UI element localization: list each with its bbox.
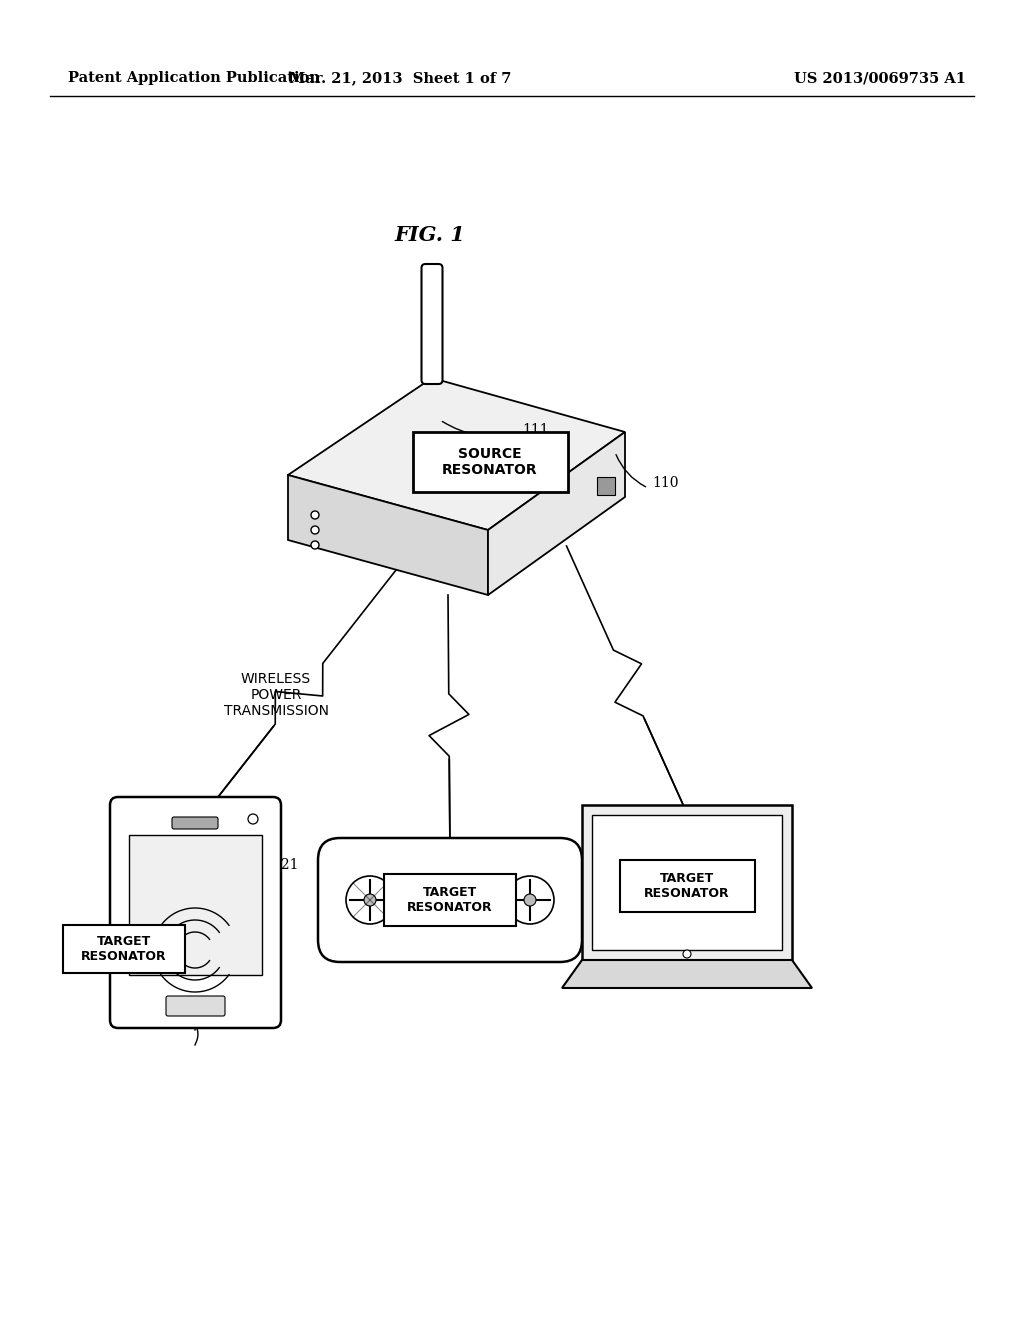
Circle shape — [346, 876, 394, 924]
Text: 121: 121 — [272, 858, 299, 873]
FancyBboxPatch shape — [63, 925, 185, 973]
FancyBboxPatch shape — [110, 797, 281, 1028]
FancyBboxPatch shape — [592, 814, 782, 950]
Circle shape — [311, 511, 319, 519]
Polygon shape — [288, 475, 488, 595]
Polygon shape — [488, 432, 625, 595]
FancyBboxPatch shape — [413, 432, 567, 492]
FancyBboxPatch shape — [384, 874, 516, 927]
Circle shape — [683, 950, 691, 958]
Circle shape — [248, 814, 258, 824]
Text: 120: 120 — [177, 998, 203, 1012]
Polygon shape — [562, 960, 812, 987]
Circle shape — [506, 876, 554, 924]
FancyBboxPatch shape — [166, 997, 225, 1016]
Text: TARGET
RESONATOR: TARGET RESONATOR — [81, 935, 167, 964]
Text: SOURCE
RESONATOR: SOURCE RESONATOR — [442, 447, 538, 477]
FancyBboxPatch shape — [129, 836, 262, 975]
FancyBboxPatch shape — [582, 805, 792, 960]
Text: WIRELESS
POWER
TRANSMISSION: WIRELESS POWER TRANSMISSION — [223, 672, 329, 718]
Circle shape — [524, 894, 536, 906]
FancyBboxPatch shape — [597, 477, 615, 495]
Text: 110: 110 — [652, 477, 679, 490]
Text: Mar. 21, 2013  Sheet 1 of 7: Mar. 21, 2013 Sheet 1 of 7 — [289, 71, 511, 84]
Circle shape — [364, 894, 376, 906]
Text: FIG. 1: FIG. 1 — [394, 224, 465, 246]
Circle shape — [311, 541, 319, 549]
Text: TARGET
RESONATOR: TARGET RESONATOR — [644, 873, 730, 900]
Text: TARGET
RESONATOR: TARGET RESONATOR — [408, 886, 493, 913]
Text: Patent Application Publication: Patent Application Publication — [68, 71, 319, 84]
Text: US 2013/0069735 A1: US 2013/0069735 A1 — [794, 71, 966, 84]
Polygon shape — [288, 378, 625, 531]
Text: 111: 111 — [522, 422, 549, 437]
FancyBboxPatch shape — [422, 264, 442, 384]
FancyBboxPatch shape — [318, 838, 582, 962]
FancyBboxPatch shape — [172, 817, 218, 829]
Circle shape — [311, 525, 319, 535]
FancyBboxPatch shape — [620, 861, 755, 912]
